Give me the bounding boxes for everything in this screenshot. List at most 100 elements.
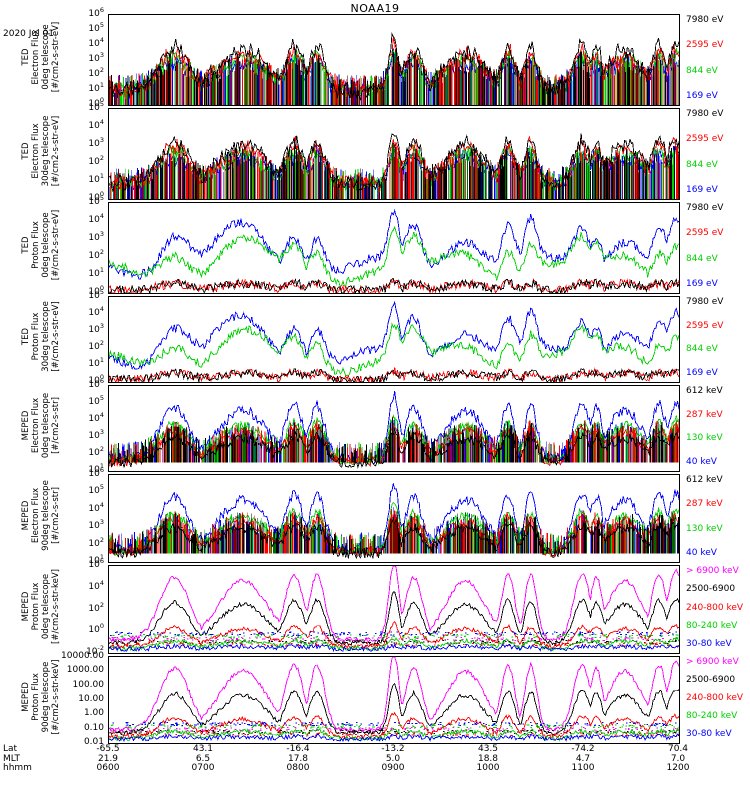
legend-label-ted-electron-0deg: 844 eV: [686, 65, 718, 76]
y-axis-title-line: MEPED: [21, 591, 31, 622]
y-tick-label: 101: [88, 553, 104, 566]
legend-label-ted-electron-30deg: 844 eV: [686, 159, 718, 170]
y-axis-title-line: Proton Flux: [31, 312, 41, 361]
legend-label-meped-proton-90deg: > 6900 keV: [686, 657, 739, 667]
bottom-axis-tick-column: -13.2 5.0 0900: [358, 744, 428, 774]
y-tick-label: 10.00: [78, 694, 104, 704]
y-tick-label: 106: [88, 377, 104, 390]
y-tick-label: 106: [88, 6, 104, 19]
legend-label-ted-proton-0deg: 169 eV: [686, 279, 718, 289]
y-tick-label: 105: [88, 394, 104, 407]
bottom-axis-tick-column: -74.2 4.7 1100: [548, 744, 618, 774]
legend-label-ted-electron-0deg: 2595 eV: [686, 40, 724, 51]
bottom-axis-row-name: MLT: [3, 753, 21, 764]
y-tick-label: 102: [88, 66, 104, 79]
y-tick-label: 1000.00: [66, 665, 104, 676]
y-tick-label: 102: [88, 154, 104, 167]
y-axis-title-line: MEPED: [21, 500, 31, 531]
y-tick-label: 0.10: [83, 722, 104, 733]
y-axis-title-line: MEPED: [21, 682, 31, 712]
legend-label-meped-electron-90deg: 130 keV: [686, 523, 723, 534]
y-tick-label: 100: [88, 284, 104, 297]
y-tick-label: 104: [88, 305, 104, 318]
y-tick-label: 104: [88, 118, 104, 131]
bottom-axis-lat-value: -13.2: [381, 744, 405, 754]
legend-label-ted-proton-30deg: 169 eV: [686, 368, 718, 378]
y-axis-title-line: Proton Flux: [31, 221, 41, 269]
bottom-axis-lat-value: 43.5: [477, 744, 499, 754]
legend-label-ted-proton-0deg: 844 eV: [686, 253, 718, 264]
y-axis-title-line: Electron Flux: [31, 123, 41, 179]
y-axis-title-line: Electron Flux: [31, 29, 41, 85]
bottom-axis-hhmm-value: 1000: [476, 763, 500, 773]
y-tick-label: 10000.00: [61, 651, 104, 661]
y-axis-title-line: TED: [21, 48, 31, 66]
legend-label-ted-proton-0deg: 7980 eV: [686, 203, 724, 213]
legend-label-ted-electron-30deg: 7980 eV: [686, 109, 724, 119]
plot-panel-meped-proton-0deg: [108, 565, 680, 654]
date-stamp: 2020 Jul 01: [3, 29, 54, 39]
bottom-axis-mlt-value: 4.7: [575, 753, 591, 764]
y-tick-label: 100: [88, 622, 104, 636]
legend-label-meped-proton-0deg: 240-800 keV: [686, 602, 744, 613]
y-tick-label: 102: [88, 535, 104, 549]
plot-panel-ted-electron-0deg: [108, 14, 680, 106]
y-tick-label: 104: [88, 411, 104, 424]
bottom-axis-hhmm-value: 0900: [381, 763, 405, 773]
y-axis-title-line: 0deg telescope: [41, 573, 51, 640]
legend-label-meped-proton-90deg: 30-80 keV: [686, 729, 732, 739]
legend-label-meped-electron-0deg: 287 keV: [686, 409, 723, 420]
bottom-axis-lat-value: 43.1: [192, 744, 214, 754]
legend-label-meped-electron-90deg: 612 keV: [686, 475, 723, 485]
y-axis-title-line: TED: [21, 236, 31, 254]
y-tick-label: 101: [88, 356, 104, 369]
bottom-axis-mlt-value: 18.8: [477, 753, 499, 764]
plot-panel-ted-electron-30deg: [108, 108, 680, 200]
legend-label-meped-proton-0deg: 80-240 keV: [686, 620, 738, 631]
y-tick-label: 106: [88, 557, 104, 570]
y-tick-label: 101: [88, 81, 104, 94]
legend-label-meped-electron-90deg: 40 keV: [686, 548, 717, 558]
legend-label-meped-proton-90deg: 2500-6900: [686, 675, 736, 685]
bottom-axis-hhmm-value: 0600: [96, 763, 120, 773]
bottom-axis-row-name: Lat: [3, 744, 18, 754]
y-tick-label: 0.01: [83, 737, 104, 747]
y-tick-label: 101: [88, 462, 104, 475]
legend-label-meped-electron-0deg: 40 keV: [686, 457, 717, 467]
plot-panel-meped-electron-0deg: [108, 385, 680, 472]
y-tick-label: 103: [88, 51, 104, 64]
legend-label-ted-proton-0deg: 2595 eV: [686, 228, 724, 239]
bottom-axis-lat-value: -16.4: [286, 744, 310, 754]
y-axis-title-line: 0deg telescope: [41, 212, 51, 278]
plot-panel-meped-electron-90deg: [108, 474, 680, 563]
legend-label-ted-electron-30deg: 169 eV: [686, 185, 718, 195]
page-title: NOAA19: [350, 2, 400, 15]
y-axis-title-line: 90deg telescope: [41, 480, 51, 551]
y-tick-label: 105: [88, 21, 104, 34]
y-axis-title-line: 30deg telescope: [41, 301, 51, 372]
bottom-axis-tick-column: 43.5 18.8 1000: [453, 744, 523, 774]
bottom-axis-hhmm-value: 0700: [191, 763, 215, 773]
bottom-axis-mlt-value: 17.8: [287, 753, 309, 764]
bottom-axis-mlt-value: 21.9: [97, 753, 119, 764]
legend-label-ted-proton-30deg: 844 eV: [686, 344, 718, 355]
legend-label-meped-electron-90deg: 287 keV: [686, 499, 723, 510]
bottom-axis-lat-value: -74.2: [571, 744, 595, 754]
bottom-axis-tick-column: 43.1 6.5 0700: [168, 744, 238, 774]
y-tick-label: 101: [88, 172, 104, 185]
y-tick-label: 105: [88, 483, 104, 497]
y-axis-title-line: TED: [21, 327, 31, 346]
y-tick-label: 1.00: [83, 708, 104, 719]
legend-label-meped-proton-0deg: > 6900 keV: [686, 566, 739, 576]
bottom-axis-hhmm-value: 0800: [286, 763, 310, 773]
y-tick-label: 102: [88, 600, 104, 614]
bottom-axis-row-names: Lat MLT hhmm: [3, 744, 32, 774]
y-tick-label: 103: [88, 518, 104, 532]
legend-label-ted-electron-30deg: 2595 eV: [686, 134, 724, 145]
y-axis-title-line: TED: [21, 142, 31, 160]
y-tick-label: 102: [88, 445, 104, 458]
bottom-axis-mlt-value: 7.0: [670, 753, 686, 764]
y-axis-title-line: 30deg telescope: [41, 115, 51, 187]
y-tick-label: 10-2: [86, 644, 104, 657]
